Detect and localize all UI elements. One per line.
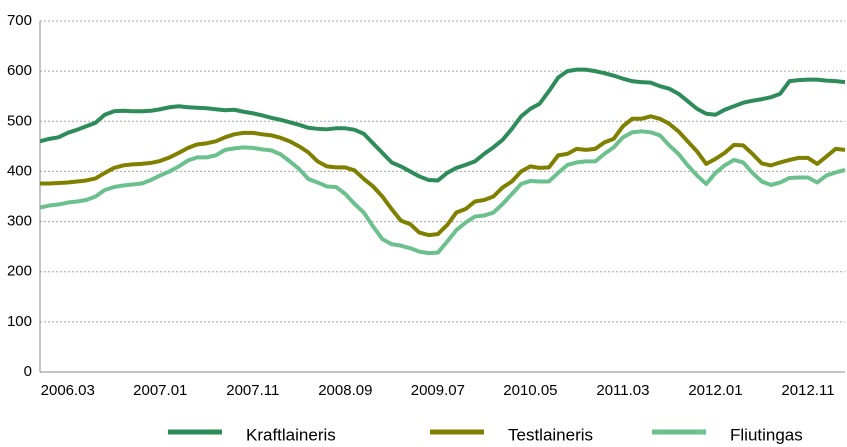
- line-series: [40, 114, 846, 238]
- y-tick-label: 0: [24, 363, 32, 380]
- x-tick-label: 2007.11: [226, 382, 279, 399]
- grid: [40, 20, 845, 373]
- y-tick-label: 200: [7, 263, 32, 280]
- x-tick-label: 2009.07: [411, 382, 465, 399]
- legend-label: Kraftlaineris: [246, 425, 336, 444]
- line-series: [39, 129, 846, 256]
- y-tick-label: 500: [7, 112, 32, 129]
- legend-label: Testlaineris: [508, 425, 593, 444]
- y-tick-label: 300: [7, 213, 32, 230]
- x-tick-label: 2008.09: [318, 382, 372, 399]
- y-tick-label: 700: [7, 12, 32, 29]
- x-tick-label: 2007.01: [133, 382, 187, 399]
- legend-label: Fliutingas: [730, 425, 803, 444]
- x-tick-label: 2012.01: [688, 382, 742, 399]
- x-tick-label: 2012.11: [781, 382, 834, 399]
- x-tick-label: 2011.03: [596, 382, 649, 399]
- x-tick-label: 2010.05: [503, 382, 557, 399]
- line-series: [39, 67, 846, 183]
- y-tick-label: 600: [7, 62, 32, 79]
- x-tick-label: 2006.03: [41, 382, 95, 399]
- y-tick-label: 400: [7, 162, 32, 179]
- y-tick-label: 100: [7, 313, 32, 330]
